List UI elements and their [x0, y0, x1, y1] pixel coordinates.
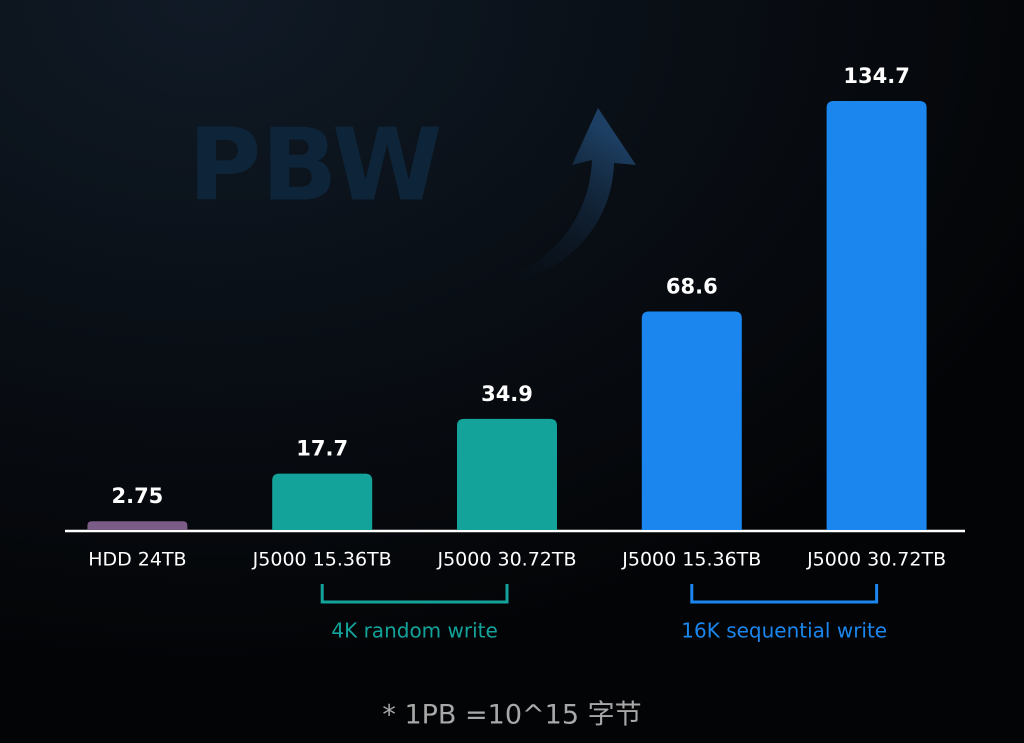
arrow-decoration — [470, 108, 636, 290]
bar — [87, 521, 188, 530]
value-label: 2.75 — [111, 484, 163, 508]
value-label: 34.9 — [481, 382, 533, 406]
group-label: 4K random write — [331, 619, 497, 643]
bar — [272, 473, 373, 530]
x-tick-label: J5000 30.72TB — [806, 549, 946, 571]
x-tick-label: J5000 30.72TB — [436, 549, 576, 571]
value-label: 134.7 — [843, 64, 909, 88]
bar — [457, 418, 557, 530]
group-bracket — [690, 584, 879, 604]
group-bracket — [320, 584, 509, 604]
footnote: * 1PB =10^15 字节 — [382, 700, 641, 731]
value-label: 68.6 — [666, 274, 718, 298]
value-label: 17.7 — [296, 437, 348, 461]
watermark: PBW — [188, 106, 442, 223]
x-tick-label: J5000 15.36TB — [621, 549, 761, 571]
x-tick-label: J5000 15.36TB — [252, 549, 392, 571]
bar — [826, 100, 927, 530]
x-tick-label: HDD 24TB — [88, 549, 186, 571]
bar — [641, 311, 742, 530]
group-label: 16K sequential write — [681, 619, 887, 643]
